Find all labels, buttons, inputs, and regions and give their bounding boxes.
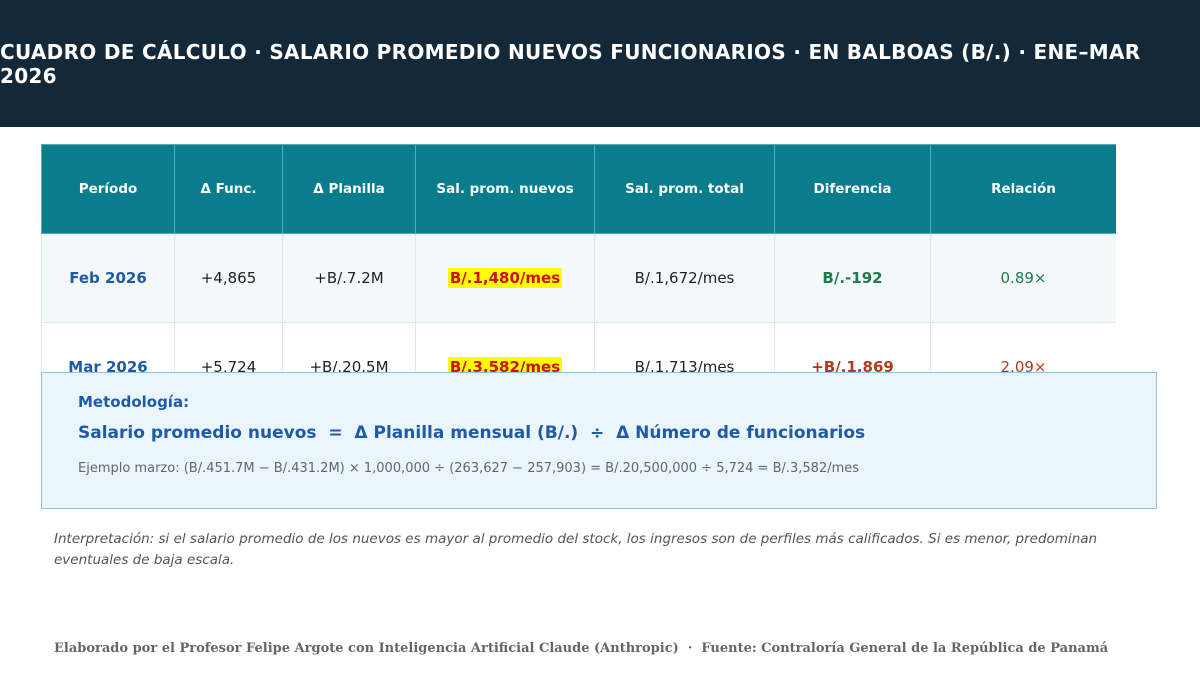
- methodology-box: Metodología: Salario promedio nuevos = Δ…: [41, 372, 1157, 509]
- page-title: CUADRO DE CÁLCULO · SALARIO PROMEDIO NUE…: [0, 39, 1141, 88]
- header-bar: CUADRO DE CÁLCULO · SALARIO PROMEDIO NUE…: [0, 0, 1200, 127]
- diferencia-value: +B/.1,869: [811, 358, 894, 374]
- cell-periodo: Feb 2026: [41, 233, 175, 323]
- footer-credits: Elaborado por el Profesor Felipe Argote …: [54, 641, 1109, 656]
- cell-sal-total: B/.1,672/mes: [594, 233, 775, 323]
- table-row: Feb 2026 +4,865 +B/.7.2M B/.1,480/mes B/…: [41, 233, 1116, 323]
- cell-delta-func: +5,724: [174, 322, 283, 374]
- column-header-relacion: Relación: [930, 144, 1116, 234]
- cell-sal-nuevos: B/.3,582/mes: [415, 322, 595, 374]
- column-header-periodo: Período: [41, 144, 175, 234]
- cell-periodo: Mar 2026: [41, 322, 175, 374]
- column-header-diferencia: Diferencia: [774, 144, 931, 234]
- table-row: Mar 2026 +5,724 +B/.20.5M B/.3,582/mes B…: [41, 322, 1116, 374]
- cell-sal-nuevos: B/.1,480/mes: [415, 233, 595, 323]
- cell-diferencia: +B/.1,869: [774, 322, 931, 374]
- calculation-table: Período Δ Func. Δ Planilla Sal. prom. nu…: [41, 144, 1116, 374]
- cell-sal-total: B/.1,713/mes: [594, 322, 775, 374]
- diferencia-value: B/.-192: [822, 269, 883, 287]
- methodology-example: Ejemplo marzo: (B/.451.7M − B/.431.2M) ×…: [78, 461, 860, 476]
- cell-delta-func: +4,865: [174, 233, 283, 323]
- cell-relacion: 2.09×: [930, 322, 1116, 374]
- table-header-row: Período Δ Func. Δ Planilla Sal. prom. nu…: [41, 144, 1116, 234]
- methodology-title: Metodología:: [78, 393, 190, 411]
- highlighted-value: B/.1,480/mes: [447, 268, 563, 288]
- column-header-delta-func: Δ Func.: [174, 144, 283, 234]
- relacion-value: 0.89×: [1000, 269, 1047, 287]
- column-header-delta-planilla: Δ Planilla: [282, 144, 416, 234]
- cell-delta-planilla: +B/.7.2M: [282, 233, 416, 323]
- column-header-sal-nuevos: Sal. prom. nuevos: [415, 144, 595, 234]
- column-header-sal-total: Sal. prom. total: [594, 144, 775, 234]
- interpretation-note: Interpretación: si el salario promedio d…: [54, 531, 1098, 568]
- highlighted-value: B/.3,582/mes: [447, 357, 563, 374]
- cell-diferencia: B/.-192: [774, 233, 931, 323]
- relacion-value: 2.09×: [1000, 358, 1047, 374]
- data-table-container: Período Δ Func. Δ Planilla Sal. prom. nu…: [41, 144, 1116, 374]
- cell-relacion: 0.89×: [930, 233, 1116, 323]
- cell-delta-planilla: +B/.20.5M: [282, 322, 416, 374]
- methodology-formula: Salario promedio nuevos = Δ Planilla men…: [78, 423, 866, 443]
